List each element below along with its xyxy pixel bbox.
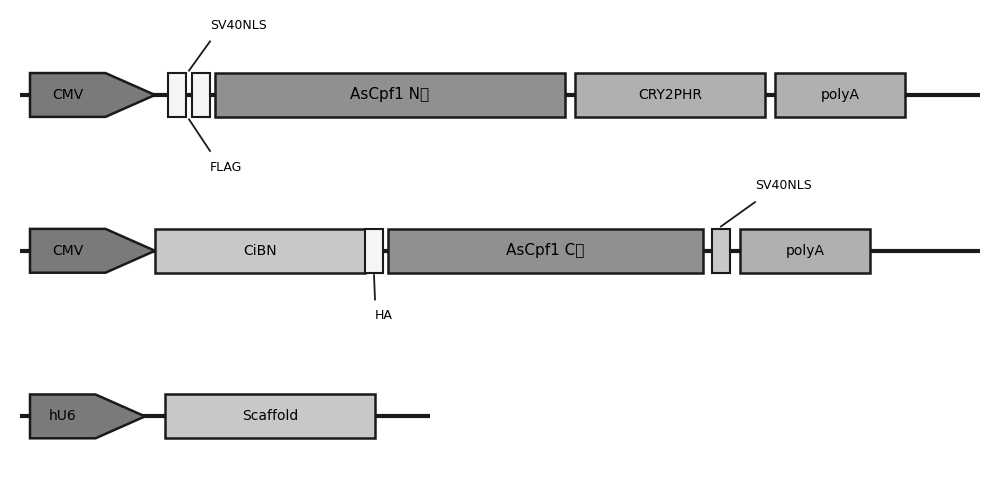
Polygon shape bbox=[30, 229, 155, 273]
Text: CMV: CMV bbox=[52, 88, 83, 102]
Bar bbox=[712, 229, 730, 273]
Text: FLAG: FLAG bbox=[210, 161, 242, 174]
Text: CRY2PHR: CRY2PHR bbox=[638, 88, 702, 102]
Bar bbox=[215, 73, 565, 117]
Text: hU6: hU6 bbox=[49, 410, 77, 423]
Bar bbox=[168, 73, 186, 117]
Bar bbox=[388, 229, 703, 273]
Text: HA: HA bbox=[375, 309, 393, 322]
Text: Scaffold: Scaffold bbox=[242, 410, 298, 423]
Bar bbox=[775, 73, 905, 117]
Text: polyA: polyA bbox=[821, 88, 860, 102]
Bar bbox=[155, 229, 365, 273]
Text: AsCpf1 N端: AsCpf1 N端 bbox=[350, 88, 430, 102]
Text: SV40NLS: SV40NLS bbox=[210, 19, 267, 32]
Bar bbox=[365, 229, 383, 273]
Bar bbox=[740, 229, 870, 273]
Bar bbox=[575, 73, 765, 117]
Bar bbox=[165, 394, 375, 438]
Text: SV40NLS: SV40NLS bbox=[755, 179, 812, 192]
Text: CiBN: CiBN bbox=[243, 244, 277, 258]
Text: CMV: CMV bbox=[52, 244, 83, 258]
Polygon shape bbox=[30, 394, 145, 438]
Text: polyA: polyA bbox=[785, 244, 824, 258]
Bar bbox=[192, 73, 210, 117]
Polygon shape bbox=[30, 73, 155, 117]
Text: AsCpf1 C端: AsCpf1 C端 bbox=[506, 244, 585, 258]
